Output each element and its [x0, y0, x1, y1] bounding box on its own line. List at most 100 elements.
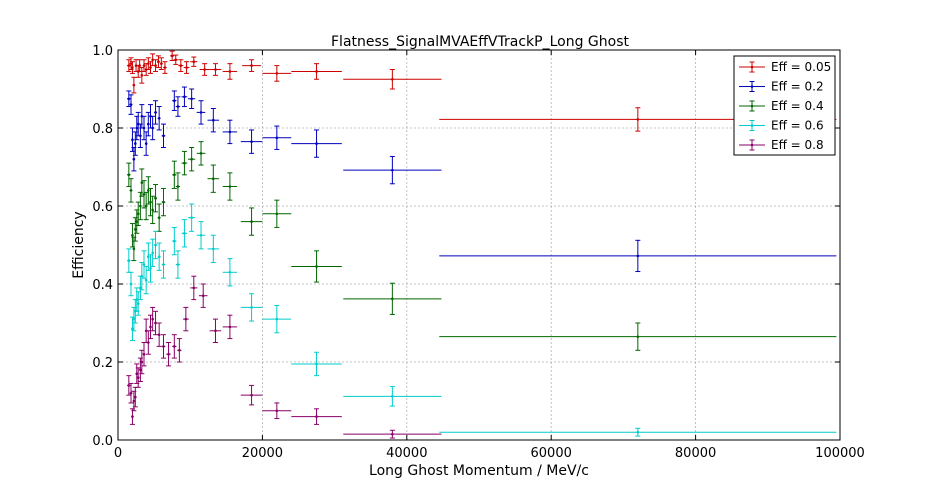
data-point [343, 155, 442, 185]
data-point [132, 217, 138, 242]
data-point [153, 230, 159, 260]
point-marker [132, 399, 136, 403]
legend-entry: Eff = 0.4 [739, 99, 824, 113]
data-point [439, 239, 837, 273]
point-marker [127, 97, 131, 101]
legend-label: Eff = 0.2 [771, 80, 824, 94]
y-tick-label: 0.4 [92, 278, 113, 293]
point-marker [201, 294, 205, 298]
point-marker [183, 95, 186, 99]
point-marker [636, 118, 640, 121]
point-marker [391, 395, 394, 398]
point-marker [139, 204, 142, 208]
axis-ticks: 0 20000 40000 60000 80000 100000 0.0 0.2 0.4 0.6 0… [92, 44, 865, 461]
data-point [439, 322, 837, 351]
data-point [222, 172, 238, 201]
data-point [343, 69, 442, 90]
data-point [160, 334, 166, 359]
point-marker [131, 233, 134, 237]
data-point [139, 67, 145, 84]
point-marker [315, 362, 318, 366]
data-point [188, 88, 196, 109]
data-point [150, 53, 156, 67]
data-point [262, 304, 292, 334]
data-point [160, 187, 166, 217]
point-marker [134, 142, 137, 145]
data-point [147, 314, 153, 340]
data-point [175, 172, 181, 201]
data-point [175, 250, 181, 279]
point-marker [132, 247, 136, 251]
data-point [128, 382, 134, 404]
data-point [145, 330, 151, 355]
point-marker [149, 66, 152, 69]
point-marker [228, 271, 232, 274]
data-point [240, 384, 263, 406]
data-point [153, 59, 159, 72]
data-point [141, 342, 147, 367]
point-marker [136, 376, 140, 379]
point-marker [176, 105, 180, 108]
chart-title: Flatness_SignalMVAEffVTrackP_Long Ghost [331, 34, 629, 50]
point-marker [157, 333, 161, 337]
point-marker [250, 393, 253, 397]
legend-label: Eff = 0.05 [771, 60, 831, 74]
point-marker [127, 384, 131, 387]
data-point [291, 351, 342, 377]
point-marker [151, 251, 154, 255]
point-marker [129, 62, 133, 65]
data-point [150, 115, 156, 141]
point-marker [636, 335, 640, 338]
point-marker [135, 298, 139, 301]
data-point [129, 61, 135, 74]
point-marker [183, 161, 186, 165]
data-point [291, 129, 342, 158]
data-point [147, 61, 153, 74]
data-point [150, 238, 156, 267]
point-marker [170, 54, 174, 58]
data-point [196, 221, 206, 250]
data-point [141, 59, 147, 72]
point-marker [173, 99, 176, 102]
point-marker [214, 68, 217, 71]
data-point [291, 63, 342, 80]
plot-series [126, 50, 837, 439]
data-point [439, 427, 837, 437]
point-marker [163, 66, 167, 69]
legend-swatch-marker [750, 143, 754, 147]
point-marker [176, 263, 180, 266]
data-point [240, 129, 263, 154]
point-marker [199, 152, 203, 155]
data-point [176, 338, 182, 363]
data-point [171, 90, 177, 111]
point-marker [275, 72, 279, 75]
data-point [209, 63, 222, 76]
data-point [145, 242, 151, 271]
data-point [128, 94, 134, 115]
point-marker [136, 212, 140, 216]
y-tick-label: 0.8 [92, 122, 113, 137]
data-point [222, 258, 238, 287]
point-marker [136, 302, 140, 305]
point-marker [151, 317, 154, 321]
point-marker [199, 111, 203, 114]
data-point [209, 318, 222, 343]
series-4 [126, 275, 442, 439]
point-marker [173, 239, 176, 243]
point-marker [131, 138, 134, 141]
point-marker [162, 134, 165, 138]
point-marker [131, 66, 134, 69]
data-point [196, 100, 206, 125]
data-point [181, 86, 188, 108]
data-point [291, 408, 342, 425]
data-point [131, 147, 137, 172]
point-marker [144, 278, 148, 282]
data-point [162, 61, 168, 74]
series-3 [126, 203, 837, 437]
data-point [171, 160, 177, 189]
point-marker [315, 142, 318, 145]
point-marker [190, 157, 193, 161]
legend: Eff = 0.05 Eff = 0.2 Eff = 0.4 Eff = 0.6 Eff… [733, 55, 836, 156]
point-marker [138, 64, 141, 67]
data-point [240, 207, 263, 236]
